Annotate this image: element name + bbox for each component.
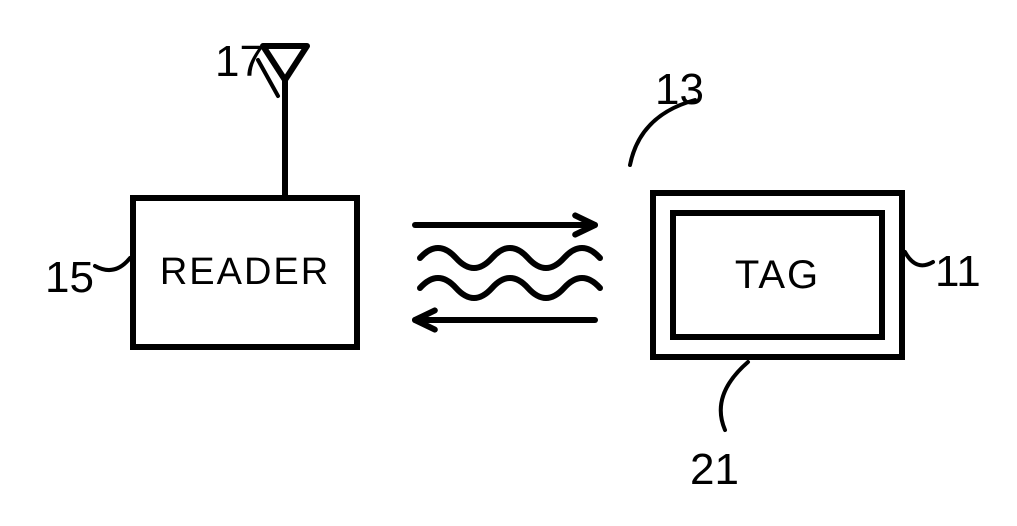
tag-inner-block: TAG bbox=[670, 210, 885, 340]
diagram-canvas: READER TAG 13 17 15 11 21 bbox=[0, 0, 1017, 526]
ref-11: 11 bbox=[935, 247, 981, 297]
reader-block: READER bbox=[130, 195, 360, 350]
ref-17: 17 bbox=[215, 37, 264, 87]
ref-13: 13 bbox=[655, 65, 704, 115]
tag-label: TAG bbox=[735, 253, 820, 298]
ref-21: 21 bbox=[690, 445, 739, 495]
ref-15: 15 bbox=[45, 253, 94, 303]
reader-label: READER bbox=[160, 251, 330, 294]
